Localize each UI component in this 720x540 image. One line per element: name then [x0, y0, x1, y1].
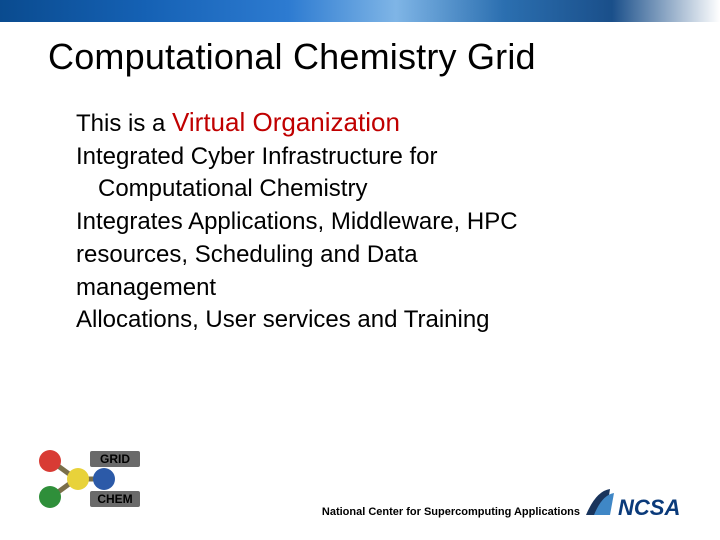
decorative-stripe	[0, 0, 720, 22]
ncsa-logo: NCSA	[584, 485, 694, 530]
body-line-3-cont1: resources, Scheduling and Data	[76, 240, 656, 271]
body-line-1-prefix: This is a	[76, 110, 172, 137]
body-line-2: Integrated Cyber Infrastructure for	[76, 142, 656, 173]
ncsa-icon: NCSA	[584, 485, 694, 525]
grid-label: GRID	[100, 452, 130, 466]
body-line-4: Allocations, User services and Training	[76, 305, 656, 336]
gridchem-logo: GRID CHEM	[28, 445, 148, 520]
footer-text: National Center for Supercomputing Appli…	[322, 506, 580, 518]
body-line-1: This is a Virtual Organization	[76, 106, 656, 140]
ncsa-text: NCSA	[618, 495, 680, 520]
slide-body: This is a Virtual Organization Integrate…	[76, 106, 656, 338]
body-line-3: Integrates Applications, Middleware, HPC	[76, 207, 656, 238]
slide: Computational Chemistry Grid This is a V…	[0, 0, 720, 540]
gridchem-icon: GRID CHEM	[28, 445, 148, 515]
body-line-1-emphasis: Virtual Organization	[172, 107, 400, 137]
body-line-2-cont: Computational Chemistry	[76, 174, 656, 205]
chem-label: CHEM	[97, 492, 132, 506]
page-title: Computational Chemistry Grid	[48, 36, 536, 78]
body-line-3-cont2: management	[76, 273, 656, 304]
